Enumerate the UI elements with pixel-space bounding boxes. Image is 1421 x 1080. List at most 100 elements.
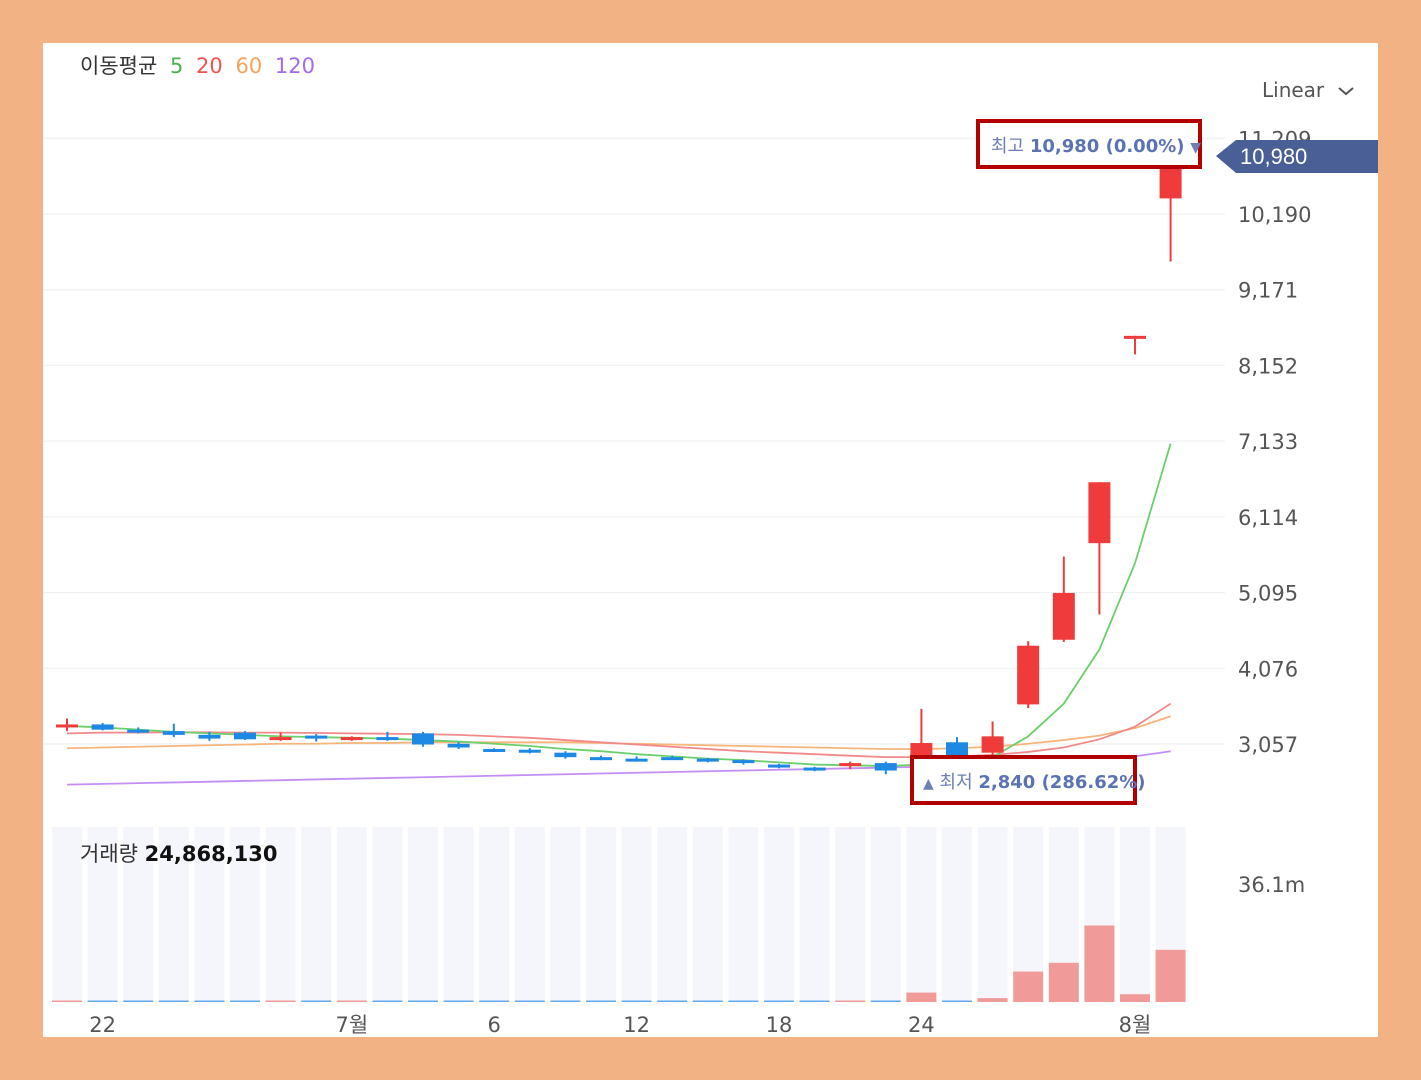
- candle-body: [234, 732, 256, 740]
- candle-body: [554, 752, 577, 758]
- ma-20-label[interactable]: 20: [196, 54, 223, 78]
- date-axis: 22 7월 6 12 18 24 8월: [89, 1013, 1151, 1037]
- volume-bar: [408, 1000, 438, 1002]
- candle-body: [1124, 335, 1146, 339]
- price-tick-label: 6,114: [1238, 506, 1298, 530]
- low-label: 최저: [939, 772, 973, 793]
- candle-body: [483, 748, 506, 752]
- volume-bar: [692, 1000, 723, 1002]
- volume-bar: [123, 1000, 154, 1002]
- volume-column: [372, 827, 403, 1002]
- price-tick-label: 3,057: [1238, 733, 1298, 757]
- candle-body: [305, 735, 328, 739]
- volume-column: [692, 827, 723, 1002]
- current-price-badge: 10,980: [1216, 140, 1378, 173]
- price-tick-label: 9,171: [1238, 279, 1298, 303]
- volume-bar: [336, 1000, 367, 1002]
- low-value: 2,840 (286.62%): [978, 772, 1146, 793]
- candle-body: [1052, 592, 1075, 640]
- candle-body: [732, 760, 755, 764]
- ma-legend-title: 이동평균: [80, 54, 158, 78]
- volume-bar: [479, 1000, 510, 1002]
- volume-column: [799, 827, 830, 1002]
- low-arrow-icon: ▲: [923, 776, 934, 792]
- candle-body: [1159, 161, 1182, 199]
- high-price-callout: 최고 10,980 (0.00%) ▼: [976, 119, 1202, 169]
- price-tick-label: 8,152: [1238, 354, 1298, 378]
- volume-column: [870, 827, 901, 1002]
- volume-background-columns: [52, 827, 1186, 1002]
- volume-bar: [265, 1000, 296, 1002]
- volume-column: [1120, 827, 1150, 1002]
- candle-body: [447, 743, 470, 748]
- volume-column: [230, 827, 260, 1002]
- volume-column: [657, 827, 688, 1002]
- candle-body: [661, 757, 684, 761]
- volume-bar: [977, 998, 1008, 1002]
- candle-body: [376, 737, 399, 741]
- ma-5-label[interactable]: 5: [169, 54, 184, 78]
- chevron-down-icon: [1337, 78, 1355, 102]
- price-axis: 11,20910,1909,1718,1527,1336,1145,0954,0…: [1238, 127, 1311, 757]
- volume-value: 24,868,130: [144, 842, 278, 866]
- volume-column: [942, 827, 972, 1002]
- volume-column: [301, 827, 332, 1002]
- volume-bar: [1155, 949, 1186, 1002]
- candle-body: [412, 733, 434, 745]
- candle-body: [874, 763, 897, 771]
- volume-bar: [728, 1000, 759, 1002]
- volume-column: [514, 827, 545, 1002]
- volume-bar: [942, 1000, 972, 1002]
- candlesticks: [56, 155, 1182, 775]
- candle-body: [590, 757, 612, 761]
- volume-column: [87, 827, 118, 1002]
- volume-bar: [443, 1000, 474, 1002]
- price-gridlines: [43, 137, 1225, 745]
- volume-column: [621, 827, 652, 1002]
- ma5-line: [66, 443, 1172, 767]
- candle-body: [1017, 645, 1040, 705]
- volume-bar: [52, 1000, 82, 1002]
- volume-bar: [550, 1000, 581, 1002]
- price-tick-label: 4,076: [1238, 657, 1298, 681]
- volume-column: [835, 827, 866, 1002]
- volume-bar: [372, 1000, 403, 1002]
- scale-dropdown[interactable]: Linear: [1262, 78, 1355, 102]
- volume-bar: [1013, 971, 1044, 1002]
- candle-body: [839, 763, 862, 767]
- date-tick-label: 24: [908, 1013, 935, 1037]
- date-tick-label: 6: [488, 1013, 501, 1037]
- candle-body: [340, 737, 363, 741]
- volume-bar: [301, 1000, 332, 1002]
- volume-column: [728, 827, 759, 1002]
- volume-bar: [657, 1000, 688, 1002]
- ma-120-label[interactable]: 120: [274, 54, 315, 78]
- candle-body: [981, 736, 1004, 753]
- volume-title: 거래량: [80, 842, 138, 866]
- volume-bar: [835, 1000, 866, 1002]
- volume-column: [123, 827, 154, 1002]
- candle-body: [1088, 482, 1111, 544]
- volume-column: [158, 827, 189, 1002]
- ma-60-label[interactable]: 60: [235, 54, 263, 78]
- candle-body: [768, 764, 790, 768]
- volume-bars: [52, 925, 1186, 1002]
- volume-bar: [514, 1000, 545, 1002]
- volume-bar: [158, 1000, 189, 1002]
- volume-column: [479, 827, 510, 1002]
- volume-column: [550, 827, 581, 1002]
- volume-column: [265, 827, 296, 1002]
- volume-bar: [586, 1000, 616, 1002]
- volume-bar: [230, 1000, 260, 1002]
- volume-bar: [87, 1000, 118, 1002]
- volume-bar: [1120, 994, 1150, 1002]
- volume-column: [586, 827, 616, 1002]
- candle-body: [127, 729, 150, 733]
- moving-average-lines: [66, 443, 1172, 786]
- volume-bar: [1084, 925, 1115, 1002]
- date-tick-label: 22: [89, 1013, 116, 1037]
- moving-average-legend: 이동평균 5 20 60 120: [80, 50, 321, 80]
- price-tick-label: 10,190: [1238, 203, 1311, 227]
- candle-body: [56, 724, 78, 728]
